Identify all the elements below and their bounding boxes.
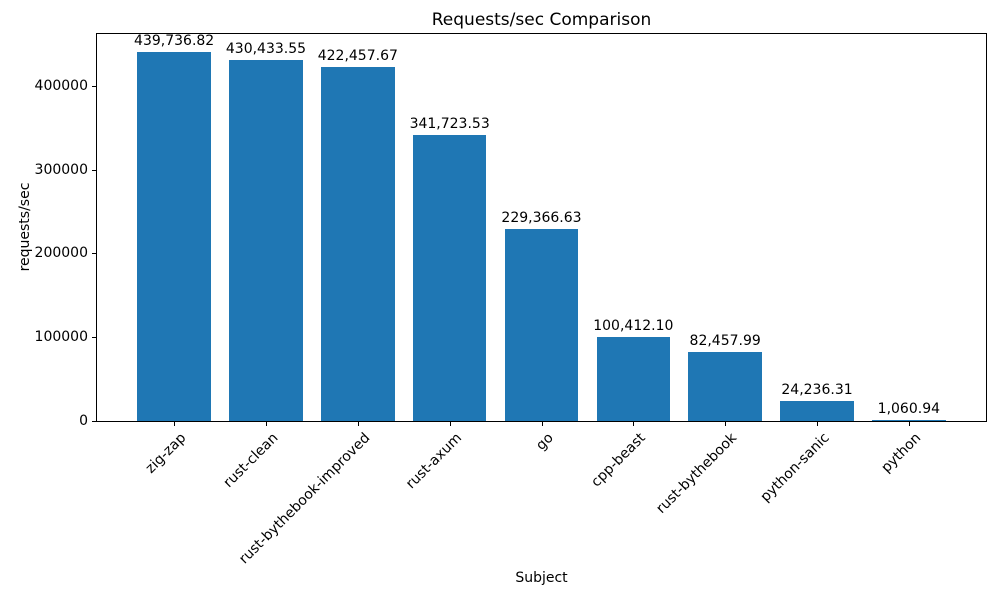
x-tick-mark [817,422,819,426]
bar-value-label: 24,236.31 [781,381,853,398]
bar-value-label: 341,723.53 [409,115,490,132]
x-tick-mark [265,422,267,426]
x-tick-mark [725,422,727,426]
y-tick-label: 200000 [34,245,88,262]
x-tick-mark [357,422,359,426]
x-axis-label: Subject [515,570,568,586]
x-tick-label-go: go [533,430,557,454]
y-tick-mark [92,85,96,87]
x-tick-mark [449,422,451,426]
bar-value-label: 1,060.94 [877,401,941,418]
x-tick-mark [633,422,635,426]
y-tick-mark [92,253,96,255]
bar-go [504,228,579,421]
bar-rust-clean [229,60,303,421]
chart-title: Requests/sec Comparison [431,10,652,30]
x-tick-label-python-sanic: python-sanic [757,430,833,506]
bar-value-label: 430,433.55 [225,41,307,58]
x-tick-mark [908,422,910,426]
bar-rust-bythebook-improved [321,66,395,421]
y-axis-label: requests/sec [17,182,33,272]
x-tick-label-python: python [878,430,925,476]
y-tick-label: 100000 [34,329,88,346]
y-tick-mark [92,337,96,339]
x-tick-label-zig-zap: zig-zap [142,430,190,477]
y-tick-label: 400000 [34,77,88,94]
x-tick-label-rust-axum: rust-axum [402,430,465,493]
bar-value-label: 439,736.82 [134,33,215,50]
bar-python [872,420,946,421]
bar-zig-zap [137,52,211,421]
bar-rust-axum [412,134,487,421]
x-tick-label-rust-clean: rust-clean [220,430,282,491]
bar-cpp-beast [596,336,671,421]
bar-rust-bythebook [688,351,762,421]
bar-value-label: 100,412.10 [593,317,674,334]
bar-value-label: 82,457.99 [689,332,761,349]
y-tick-label: 0 [79,413,88,429]
x-tick-label-cpp-beast: cpp-beast [588,430,649,491]
x-tick-label-rust-bythebook: rust-bythebook [653,430,741,517]
bar-python-sanic [780,400,854,421]
y-tick-label: 300000 [34,161,88,178]
plot-area: 439,736.82 430,433.55 422,457.67 341,723.53… [96,33,987,422]
x-tick-mark [541,422,543,426]
y-tick-mark [92,169,96,171]
bar-value-label: 229,366.63 [501,209,582,226]
bar-value-label: 422,457.67 [317,47,398,64]
x-tick-mark [174,422,176,426]
y-tick-mark [92,421,96,422]
